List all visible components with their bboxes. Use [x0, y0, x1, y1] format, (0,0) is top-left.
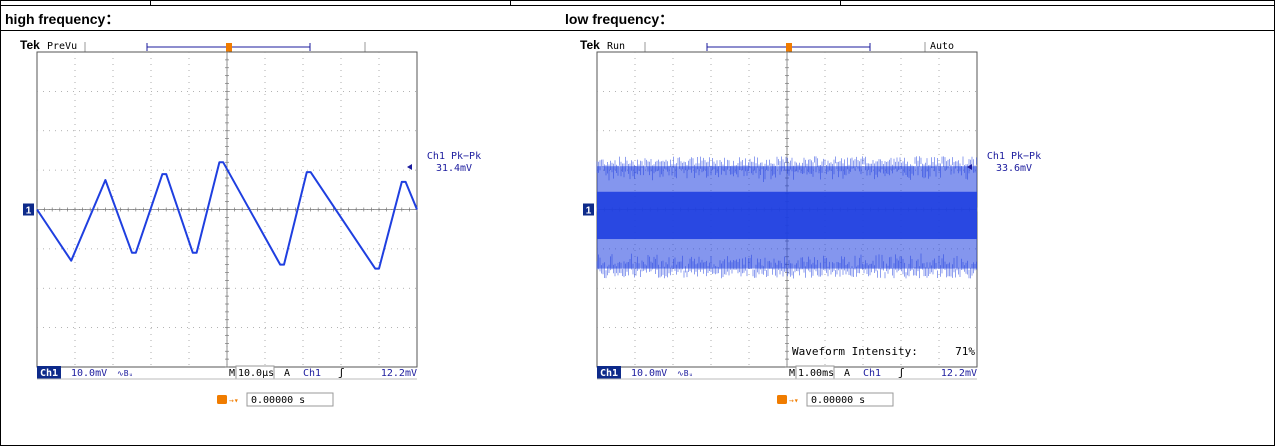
channel-marker-box: [23, 203, 34, 216]
record-trigger-marker: [786, 43, 792, 52]
channel-box-label: Ch1: [600, 368, 618, 379]
bandwidth-glyph: ∿Bᵤ: [117, 369, 133, 378]
trigger-position-value: 0.00000 s: [811, 395, 865, 406]
waveform-trace: [36, 161, 418, 270]
trigger-slope-glyph: ʃ: [338, 366, 345, 379]
acquisition-mode: PreVu: [47, 41, 77, 52]
trigger-position-box: [246, 392, 334, 407]
channel-scale: 10.0mV: [71, 368, 107, 379]
measurement-value: 33.6mV: [996, 163, 1032, 174]
trigger-source-label: A: [284, 368, 290, 379]
measurement-label: Ch1 Pk−Pk: [987, 151, 1041, 162]
waveform-noise: [596, 156, 977, 279]
brand-label: Tek: [580, 38, 600, 52]
trigger-position-icon: [777, 395, 787, 404]
acquisition-mode: Run: [607, 41, 625, 52]
brand-label: Tek: [20, 38, 40, 52]
measurement-value: 31.4mV: [436, 163, 472, 174]
header-high-frequency: high frequency：: [5, 11, 120, 27]
trigger-slope-glyph: ʃ: [898, 366, 905, 379]
auto-label: Auto: [930, 41, 954, 52]
trigger-position-arrow: →▾: [229, 396, 239, 405]
record-trigger-marker: [226, 43, 232, 52]
measurement-label: Ch1 Pk−Pk: [427, 151, 481, 162]
trigger-level: 12.2mV: [381, 368, 417, 379]
scope-svg: TekPreVuT1Ch1 Pk−Pk31.4mVCh110.0mV∿BᵤM10…: [20, 38, 481, 407]
measurement-pointer: [407, 164, 412, 170]
waveform-core: [597, 191, 977, 240]
trigger-level: 12.2mV: [941, 368, 977, 379]
channel-box-label: Ch1: [40, 368, 58, 379]
header-low-frequency: low frequency：: [565, 11, 674, 27]
trigger-source-label: A: [844, 368, 850, 379]
waveform-intensity-label: Waveform Intensity:: [792, 345, 918, 358]
trigger-position-arrow: →▾: [789, 396, 799, 405]
channel-marker-box: [583, 203, 594, 216]
oscilloscope-high-frequency: TekPreVuT1Ch1 Pk−Pk31.4mVCh110.0mV∿BᵤM10…: [20, 38, 481, 415]
channel-box: [597, 366, 621, 379]
timebase-value: 1.00ms: [798, 368, 834, 379]
trigger-channel: Ch1: [863, 368, 881, 379]
channel-scale: 10.0mV: [631, 368, 667, 379]
trigger-channel: Ch1: [303, 368, 321, 379]
trigger-position-value: 0.00000 s: [251, 395, 305, 406]
timebase-prefix: M: [789, 368, 795, 379]
waveform-intensity-value: 71%: [955, 345, 975, 358]
channel-marker-label: 1: [586, 206, 592, 217]
bandwidth-glyph: ∿Bᵤ: [677, 369, 693, 378]
timebase-value: 10.0µs: [238, 368, 274, 379]
timebase-prefix: M: [229, 368, 235, 379]
trigger-position-icon: [217, 395, 227, 404]
channel-box: [37, 366, 61, 379]
measurement-pointer: [967, 164, 972, 170]
channel-marker-label: 1: [26, 206, 32, 217]
trigger-position-box: [806, 392, 894, 407]
